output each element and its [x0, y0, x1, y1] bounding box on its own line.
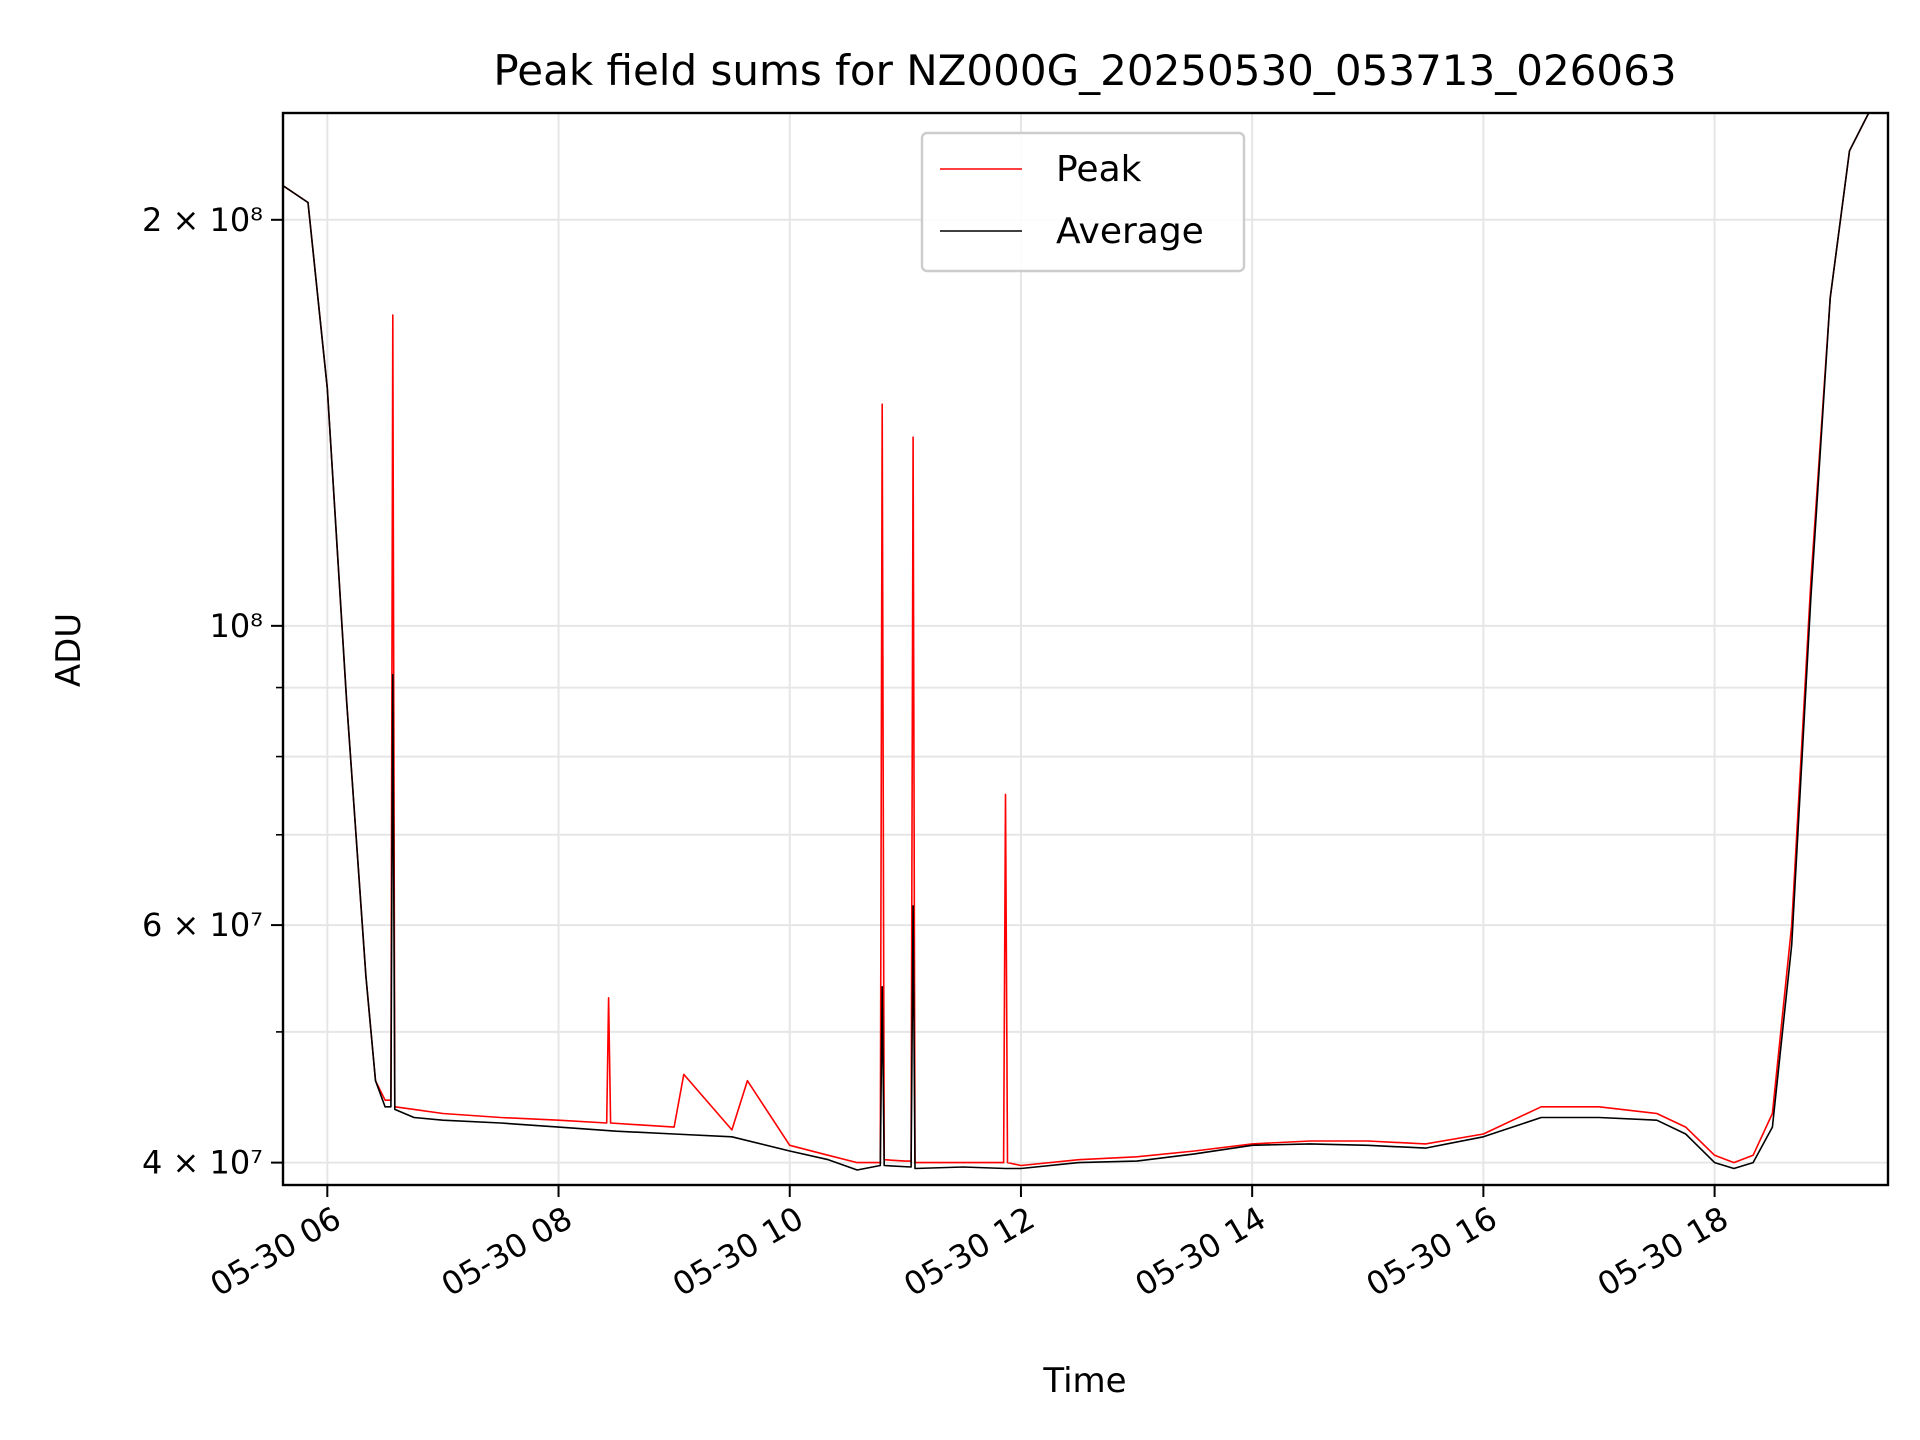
legend-box — [920, 131, 1246, 273]
legend-average-label: Average — [1056, 211, 1204, 252]
legend: Peak Average — [920, 131, 1246, 273]
y-tick-label: 4 × 10⁷ — [142, 1144, 263, 1182]
series-lines — [283, 113, 1888, 1171]
x-axis-label: Time — [1042, 1361, 1126, 1401]
average-series-line — [283, 113, 1888, 1171]
legend-peak-label: Peak — [1056, 149, 1142, 190]
plot-frame — [281, 111, 1890, 1187]
y-axis-label: ADU — [49, 613, 89, 687]
y-tick-label: 10⁸ — [209, 607, 263, 645]
peak-series-line — [283, 113, 1888, 1167]
y-tick-label: 6 × 10⁷ — [142, 906, 263, 944]
y-tick-label: 2 × 10⁸ — [142, 201, 263, 239]
chart-title: Peak field sums for NZ000G_20250530_0537… — [493, 46, 1676, 95]
